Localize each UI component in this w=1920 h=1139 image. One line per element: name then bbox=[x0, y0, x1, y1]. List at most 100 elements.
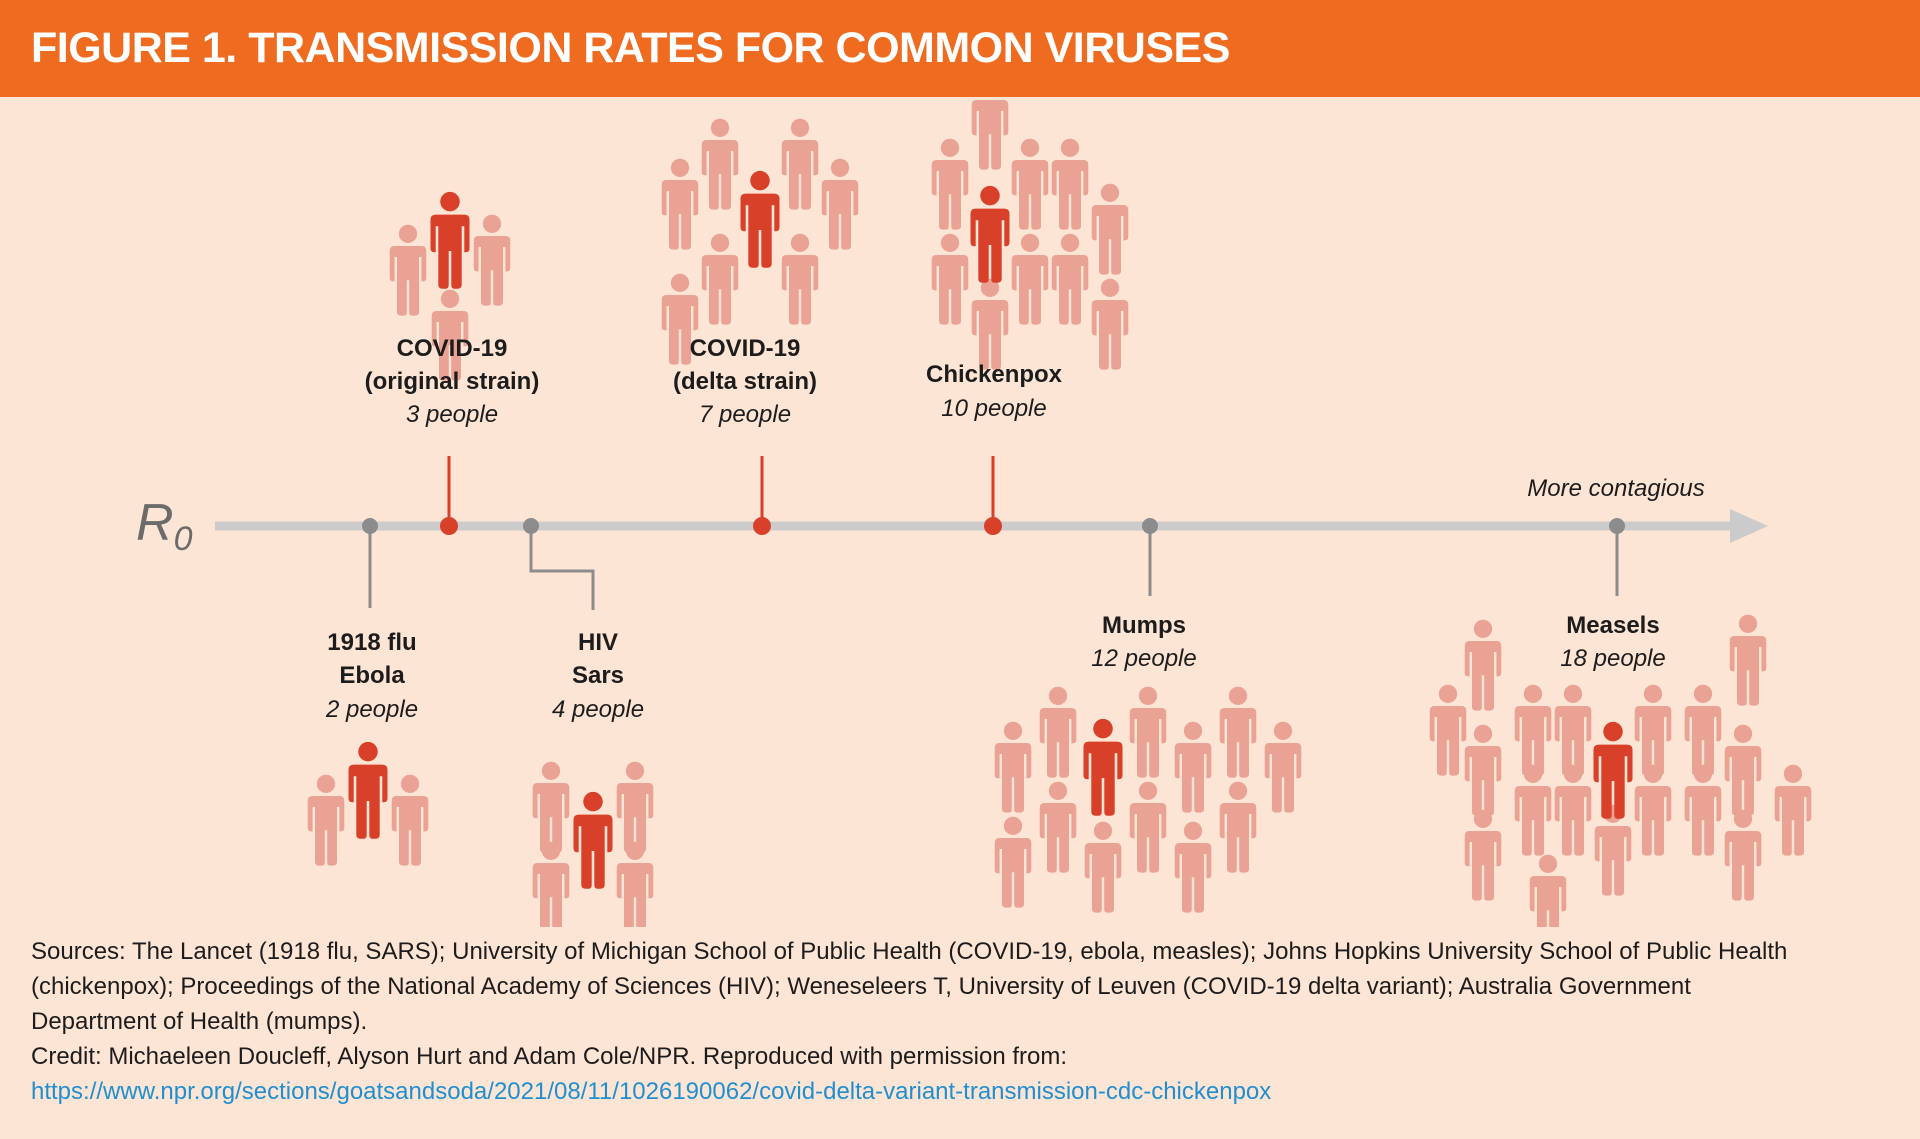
axis-label-r: R bbox=[136, 494, 174, 552]
people-cluster bbox=[994, 686, 1302, 913]
people-cluster bbox=[661, 118, 859, 365]
contact-person-icon bbox=[1011, 233, 1049, 325]
virus-count-label: 3 people bbox=[406, 401, 498, 428]
contact-person-icon bbox=[1724, 724, 1762, 816]
infected-person-icon bbox=[970, 185, 1010, 283]
contact-person-icon bbox=[1011, 138, 1049, 230]
contact-person-icon bbox=[1091, 278, 1129, 370]
contact-person-icon bbox=[1729, 614, 1767, 706]
contact-person-icon bbox=[1084, 821, 1122, 913]
r0-axis: R0 More contagious bbox=[136, 475, 1768, 558]
virus-name-label: Mumps bbox=[1102, 612, 1186, 639]
contact-person-icon bbox=[1129, 781, 1167, 873]
contact-person-icon bbox=[1634, 684, 1672, 776]
virus-name-label: Sars bbox=[572, 662, 624, 689]
marker-dot bbox=[1142, 518, 1158, 534]
contact-person-icon bbox=[994, 816, 1032, 908]
contact-person-icon bbox=[1039, 686, 1077, 778]
virus-name-label: Chickenpox bbox=[926, 361, 1063, 388]
contact-person-icon bbox=[701, 233, 739, 325]
source-url-link[interactable]: https://www.npr.org/sections/goatsandsod… bbox=[31, 1078, 1272, 1105]
virus-name-label: Measels bbox=[1566, 612, 1659, 639]
contact-person-icon bbox=[1039, 781, 1077, 873]
contact-person-icon bbox=[1051, 138, 1089, 230]
contact-person-icon bbox=[971, 100, 1009, 170]
contact-person-icon bbox=[1219, 781, 1257, 873]
marker-dot bbox=[362, 518, 378, 534]
marker-dot bbox=[753, 517, 771, 535]
virus-markers bbox=[362, 456, 1625, 610]
virus-count-label: 7 people bbox=[699, 401, 791, 428]
sources-line-3: Department of Health (mumps). bbox=[31, 1008, 368, 1035]
virus-count-label: 2 people bbox=[325, 696, 418, 723]
contact-person-icon bbox=[1774, 764, 1812, 856]
contact-person-icon bbox=[931, 233, 969, 325]
figure-title: FIGURE 1. TRANSMISSION RATES FOR COMMON … bbox=[31, 24, 1230, 72]
contact-person-icon bbox=[661, 273, 699, 365]
contact-person-icon bbox=[1464, 724, 1502, 816]
people-cluster bbox=[1429, 614, 1812, 927]
virus-count-label: 12 people bbox=[1091, 645, 1196, 672]
contact-person-icon bbox=[931, 138, 969, 230]
virus-count-label: 4 people bbox=[552, 696, 644, 723]
contact-person-icon bbox=[1264, 721, 1302, 813]
contact-person-icon bbox=[1219, 686, 1257, 778]
sources-line-1: Sources: The Lancet (1918 flu, SARS); Un… bbox=[31, 938, 1788, 965]
contact-person-icon bbox=[307, 774, 345, 866]
contact-person-icon bbox=[1684, 684, 1722, 776]
contact-person-icon bbox=[1724, 809, 1762, 901]
virus-labels: 1918 flu Ebola 2 people COVID-19 (original s… bbox=[325, 335, 1666, 723]
infected-person-icon bbox=[573, 791, 613, 889]
axis-label-sub: 0 bbox=[174, 520, 193, 558]
marker-stem bbox=[529, 526, 595, 610]
contact-person-icon bbox=[781, 233, 819, 325]
contact-person-icon bbox=[1514, 764, 1552, 856]
marker-dot bbox=[1609, 518, 1625, 534]
marker-dot bbox=[523, 518, 539, 534]
virus-count-label: 10 people bbox=[941, 395, 1046, 422]
contact-person-icon bbox=[389, 224, 427, 316]
contact-person-icon bbox=[1514, 684, 1552, 776]
people-clusters bbox=[307, 100, 1812, 927]
contact-person-icon bbox=[994, 721, 1032, 813]
contact-person-icon bbox=[701, 118, 739, 210]
virus-name-label: COVID-19 bbox=[397, 335, 508, 362]
virus-name-label: Ebola bbox=[339, 662, 405, 689]
infected-person-icon bbox=[1593, 721, 1633, 819]
axis-arrowhead bbox=[1730, 509, 1768, 543]
axis-end-label: More contagious bbox=[1527, 475, 1704, 502]
virus-name-label: 1918 flu bbox=[327, 629, 416, 656]
contact-person-icon bbox=[1091, 183, 1129, 275]
credit-line: Credit: Michaeleen Doucleff, Alyson Hurt… bbox=[31, 1043, 1068, 1070]
infected-person-icon bbox=[1083, 718, 1123, 816]
virus-name-label: (original strain) bbox=[365, 368, 540, 395]
contact-person-icon bbox=[1529, 854, 1567, 927]
contact-person-icon bbox=[1429, 684, 1467, 776]
contact-person-icon bbox=[616, 841, 654, 927]
contact-person-icon bbox=[1634, 764, 1672, 856]
transmission-chart: R0 More contagious 1918 flu Ebola 2 people… bbox=[136, 100, 1812, 927]
marker-dot bbox=[440, 517, 458, 535]
contact-person-icon bbox=[616, 761, 654, 853]
contact-person-icon bbox=[1464, 619, 1502, 711]
contact-person-icon bbox=[1684, 764, 1722, 856]
contact-person-icon bbox=[532, 841, 570, 927]
people-cluster bbox=[532, 761, 654, 927]
contact-person-icon bbox=[781, 118, 819, 210]
contact-person-icon bbox=[1051, 233, 1089, 325]
contact-person-icon bbox=[821, 158, 859, 250]
contact-person-icon bbox=[431, 289, 469, 381]
contact-person-icon bbox=[473, 214, 511, 306]
virus-name-label: (delta strain) bbox=[673, 368, 817, 395]
virus-name-label: COVID-19 bbox=[690, 335, 801, 362]
contact-person-icon bbox=[1594, 804, 1632, 896]
contact-person-icon bbox=[532, 761, 570, 853]
virus-count-label: 18 people bbox=[1560, 645, 1665, 672]
people-cluster bbox=[307, 741, 429, 866]
people-cluster bbox=[389, 191, 511, 381]
contact-person-icon bbox=[1174, 821, 1212, 913]
contact-person-icon bbox=[1174, 721, 1212, 813]
contact-person-icon bbox=[1554, 684, 1592, 776]
axis-label: R0 bbox=[136, 494, 193, 558]
virus-name-label: HIV bbox=[578, 629, 618, 656]
